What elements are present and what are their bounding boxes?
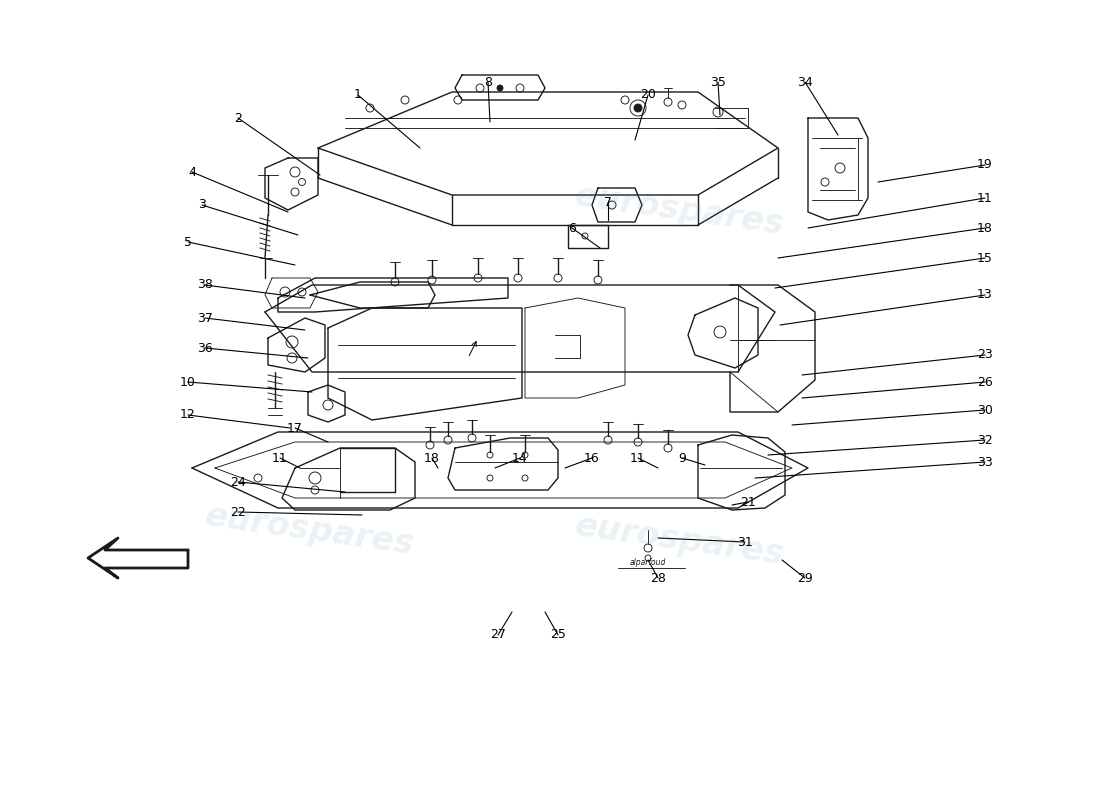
Text: 33: 33	[977, 455, 993, 469]
Text: 35: 35	[711, 75, 726, 89]
Text: 1: 1	[354, 89, 362, 102]
Text: 38: 38	[197, 278, 213, 291]
Text: 21: 21	[740, 495, 756, 509]
Text: 5: 5	[184, 235, 192, 249]
Text: 8: 8	[484, 75, 492, 89]
Text: 18: 18	[977, 222, 993, 234]
Text: 28: 28	[650, 571, 666, 585]
Text: 17: 17	[287, 422, 303, 434]
Text: 3: 3	[198, 198, 206, 211]
Text: 18: 18	[425, 451, 440, 465]
Text: 25: 25	[550, 629, 565, 642]
Text: eurospares: eurospares	[204, 499, 417, 561]
Text: 30: 30	[977, 403, 993, 417]
Text: 16: 16	[584, 451, 600, 465]
Text: 27: 27	[491, 629, 506, 642]
Text: 14: 14	[513, 451, 528, 465]
Text: 32: 32	[977, 434, 993, 446]
Text: 24: 24	[230, 475, 246, 489]
Text: 36: 36	[197, 342, 213, 354]
Text: 11: 11	[977, 191, 993, 205]
Text: 2: 2	[234, 111, 242, 125]
Text: 20: 20	[640, 89, 656, 102]
Text: 19: 19	[977, 158, 993, 171]
Text: 11: 11	[630, 451, 646, 465]
Text: eurospares: eurospares	[573, 179, 786, 241]
Text: 29: 29	[798, 571, 813, 585]
Text: eurospares: eurospares	[573, 509, 786, 571]
Text: 31: 31	[737, 535, 752, 549]
Text: 37: 37	[197, 311, 213, 325]
Circle shape	[497, 85, 503, 91]
Text: 10: 10	[180, 375, 196, 389]
Text: 9: 9	[678, 451, 686, 465]
Text: 15: 15	[977, 251, 993, 265]
Text: 34: 34	[798, 75, 813, 89]
Text: 23: 23	[977, 349, 993, 362]
Text: 11: 11	[272, 451, 288, 465]
Text: 7: 7	[604, 195, 612, 209]
Text: alparfoud: alparfoud	[630, 558, 667, 567]
Text: 4: 4	[188, 166, 196, 178]
Text: 6: 6	[568, 222, 576, 234]
Text: 26: 26	[977, 375, 993, 389]
Text: 22: 22	[230, 506, 246, 518]
Text: 13: 13	[977, 289, 993, 302]
Circle shape	[634, 104, 642, 112]
Text: 12: 12	[180, 409, 196, 422]
